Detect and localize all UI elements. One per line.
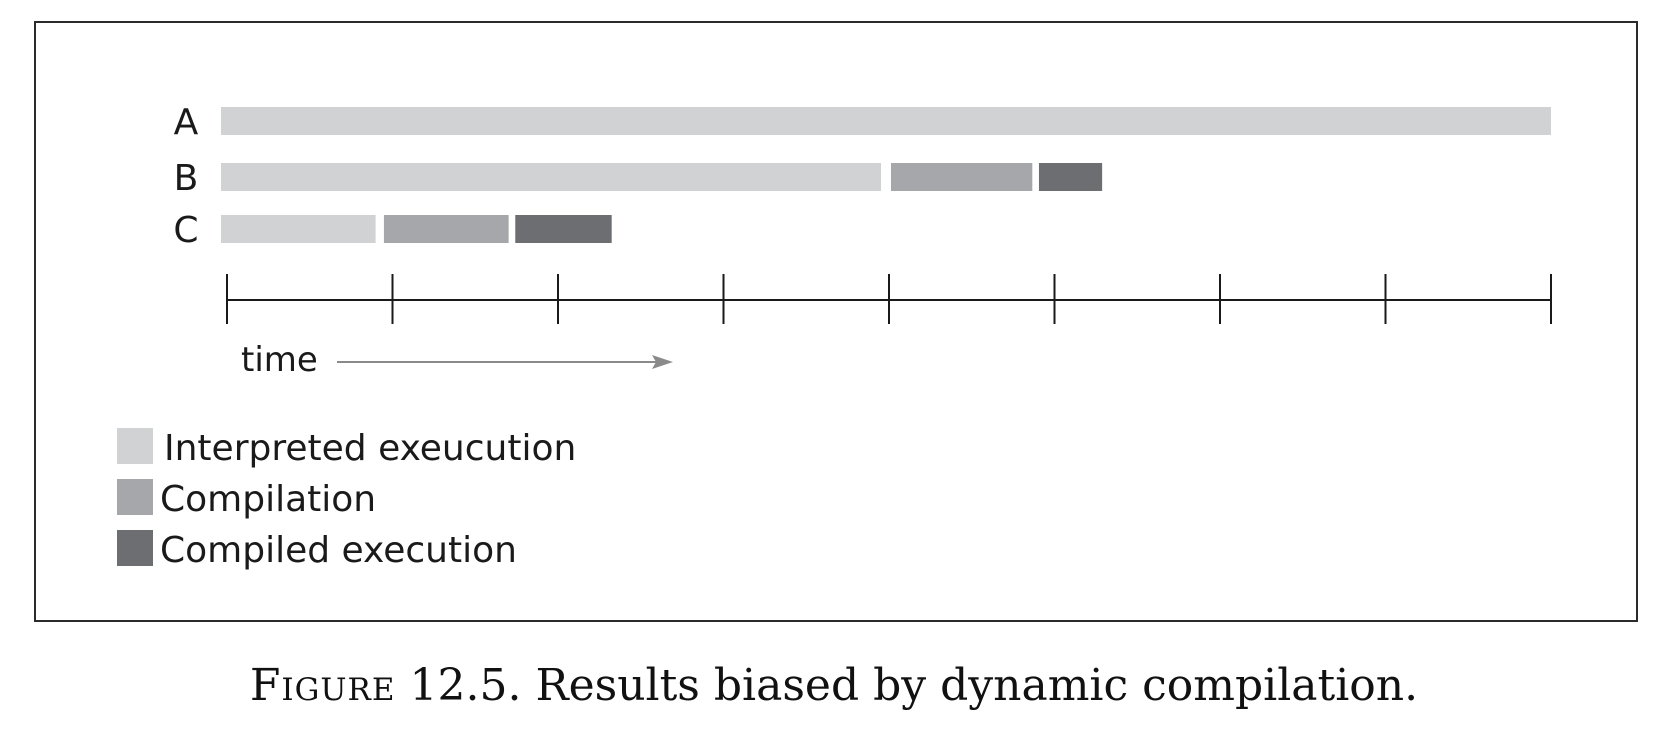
time-arrow-head-icon	[652, 355, 673, 369]
time-axis: time	[226, 274, 1552, 380]
row-label: C	[173, 210, 198, 251]
legend: Interpreted exeucution Compilation Compile…	[117, 428, 576, 571]
compilation-segment	[890, 163, 1033, 191]
compiled-segment	[1038, 163, 1103, 191]
row-c: C	[173, 210, 612, 251]
legend-swatch	[117, 428, 153, 464]
interpreted-segment	[221, 215, 376, 243]
legend-item-compilation: Compilation	[117, 479, 376, 520]
row-a: A	[174, 102, 1551, 143]
legend-swatch	[117, 530, 153, 566]
axis-label: time	[241, 340, 318, 380]
row-b: B	[174, 158, 1103, 199]
compilation-segment	[383, 215, 509, 243]
diagram-frame	[34, 21, 1638, 622]
interpreted-segment	[221, 107, 1551, 135]
legend-swatch	[117, 479, 153, 515]
row-label: A	[174, 102, 199, 143]
row-label: B	[174, 158, 199, 199]
legend-label: Compilation	[160, 479, 376, 520]
compiled-segment	[515, 215, 612, 243]
legend-item-compiled: Compiled execution	[117, 530, 517, 571]
interpreted-segment	[221, 163, 882, 191]
legend-label: Interpreted exeucution	[164, 428, 576, 469]
timeline-rows: ABC	[173, 102, 1551, 251]
caption-text: 12.5. Results biased by dynamic compilat…	[395, 660, 1419, 711]
figure-caption: Figure 12.5. Results biased by dynamic c…	[0, 660, 1668, 711]
legend-label: Compiled execution	[160, 530, 517, 571]
legend-item-interpreted: Interpreted exeucution	[117, 428, 576, 469]
caption-figure-word: Figure	[249, 660, 396, 711]
